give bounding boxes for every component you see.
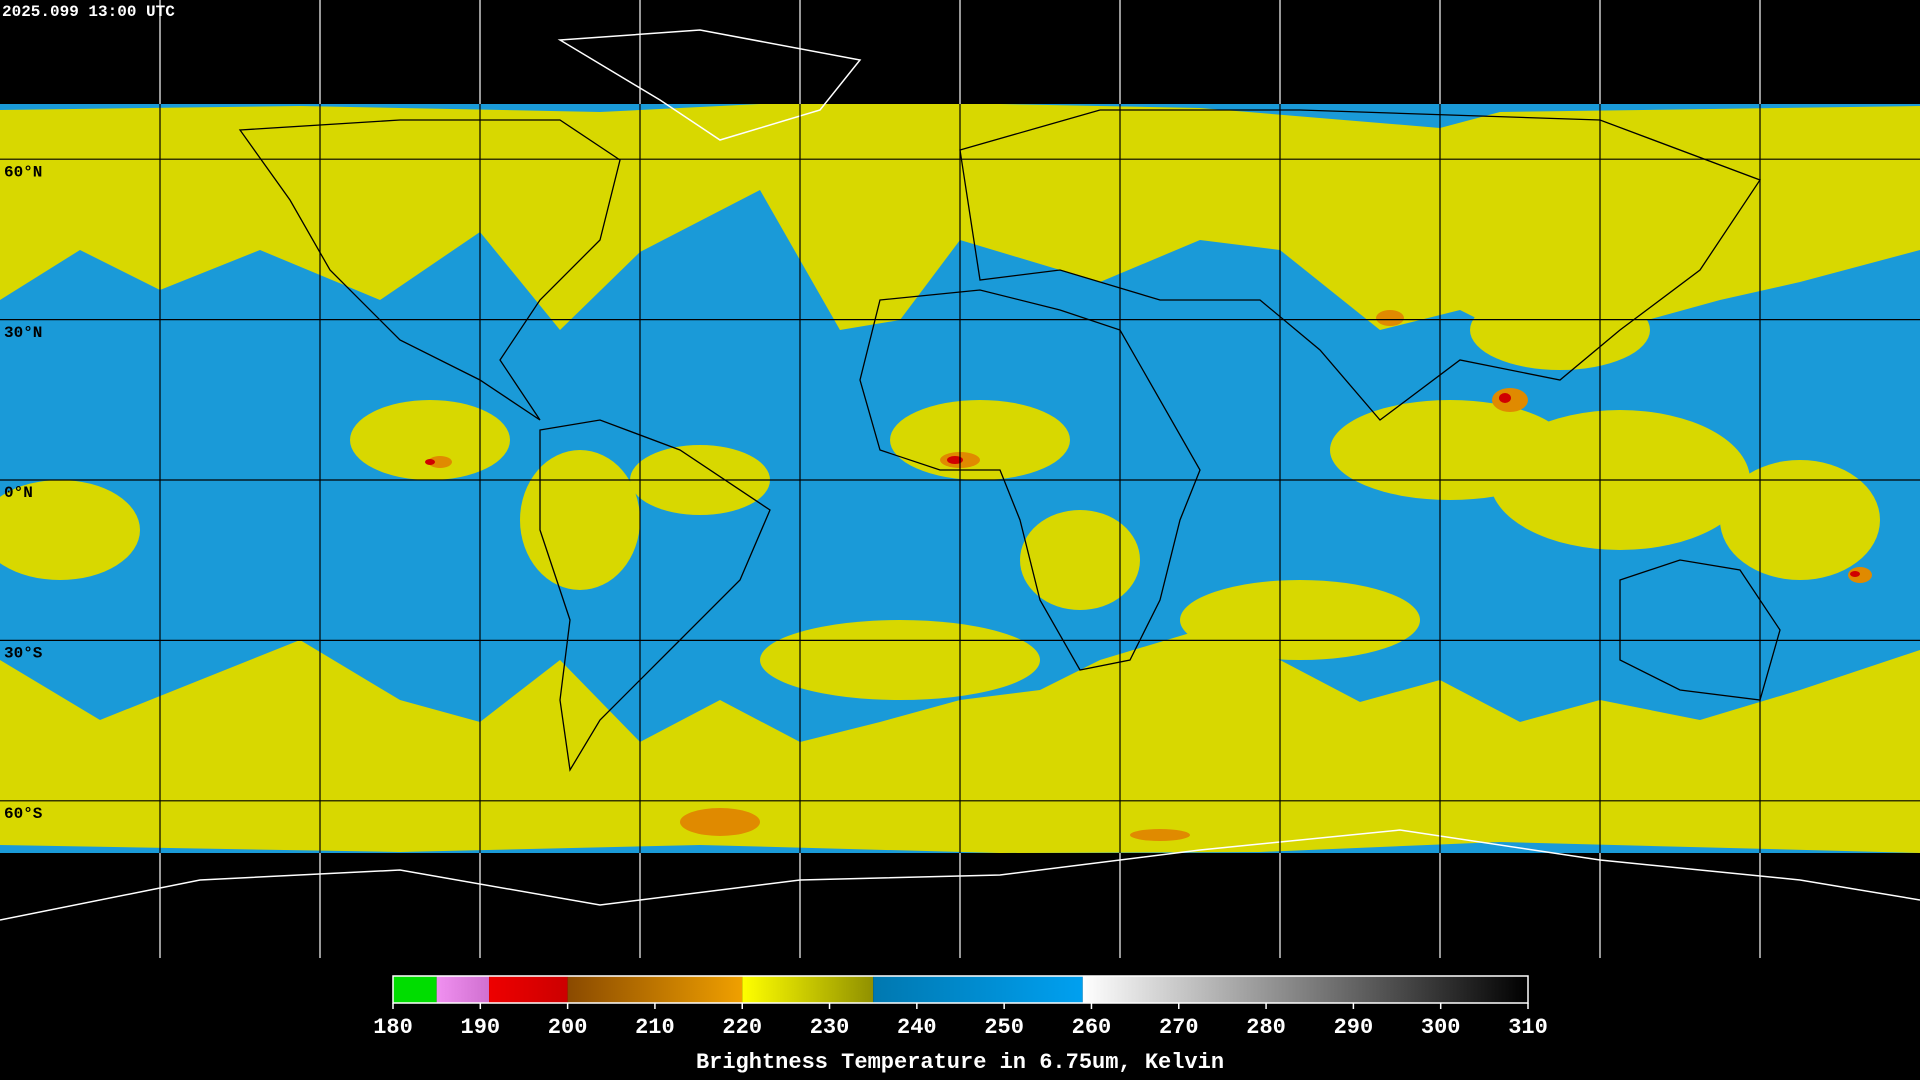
latitude-labels: 60°N 30°N 0°N 30°S 60°S [4,163,43,823]
colorbar-tick-label: 270 [1159,1015,1199,1040]
graticule [0,0,1920,958]
colorbar-segment [436,976,490,1003]
colorbar-tick-label: 220 [722,1015,762,1040]
colorbar-tick-label: 250 [984,1015,1024,1040]
colorbar-title: Brightness Temperature in 6.75um, Kelvin [696,1050,1224,1075]
colorbar-segment [489,976,568,1003]
colorbar-segment [393,976,437,1003]
latitude-label: 60°N [4,163,42,181]
latitude-label: 30°N [4,324,42,342]
colorbar: 180 190 200 210 220 230 240 250 260 270 280 290 300 3… [373,975,1548,1040]
colorbar-tick-label: 260 [1072,1015,1112,1040]
latitude-label: 60°S [4,805,43,823]
colorbar-tick-label: 190 [461,1015,501,1040]
colorbar-tick-label: 300 [1421,1015,1461,1040]
coastline-eurasia [959,109,1761,421]
colorbar-segment [742,976,874,1003]
coastline-north-america [238,119,621,421]
latitude-label: 30°S [4,645,43,663]
coldest-cloud-tops [425,393,1860,577]
coastline-antarctica [0,829,1920,921]
colorbar-segment [1082,976,1528,1003]
colorbar-segment [873,976,1083,1003]
colorbar-segment [567,976,743,1003]
colorbar-tick-label: 240 [897,1015,937,1040]
colorbar-tick-label: 200 [548,1015,588,1040]
colorbar-tick-label: 280 [1246,1015,1286,1040]
colorbar-tick-label: 180 [373,1015,413,1040]
colorbar-tick-label: 210 [635,1015,675,1040]
colorbar-tick-label: 290 [1334,1015,1374,1040]
colorbar-tick-label: 230 [810,1015,850,1040]
coastlines [0,29,1920,921]
colorbar-tick-label: 310 [1508,1015,1548,1040]
latitude-label: 0°N [4,484,33,502]
colorbar-frame [392,975,1529,1004]
coastline-greenland [557,29,862,141]
timestamp: 2025.099 13:00 UTC [2,3,175,21]
coastline-australia [1619,559,1781,701]
